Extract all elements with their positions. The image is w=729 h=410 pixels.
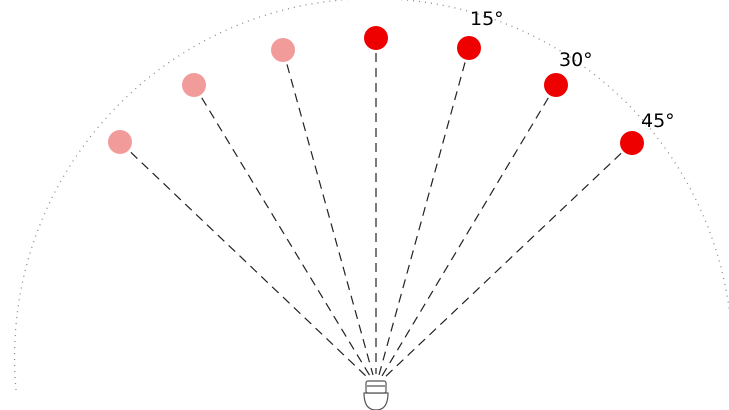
dot — [620, 131, 644, 155]
dot-faded — [108, 130, 132, 154]
head — [363, 392, 389, 410]
ray — [119, 141, 369, 379]
ray — [378, 47, 470, 376]
head-top — [365, 380, 387, 394]
dot — [457, 36, 481, 60]
ray — [383, 142, 633, 379]
arc — [13, 0, 729, 391]
ray — [193, 84, 371, 377]
dot — [544, 73, 568, 97]
ray — [282, 49, 374, 376]
dots — [108, 26, 644, 155]
angle-label: 15° — [470, 8, 504, 30]
listener-head — [363, 380, 389, 410]
dot — [364, 26, 388, 50]
dot-faded — [271, 38, 295, 62]
ray — [381, 84, 557, 377]
rays — [119, 38, 633, 379]
dot-faded — [182, 73, 206, 97]
angle-label: 45° — [641, 110, 675, 132]
angle-label: 30° — [559, 49, 593, 71]
